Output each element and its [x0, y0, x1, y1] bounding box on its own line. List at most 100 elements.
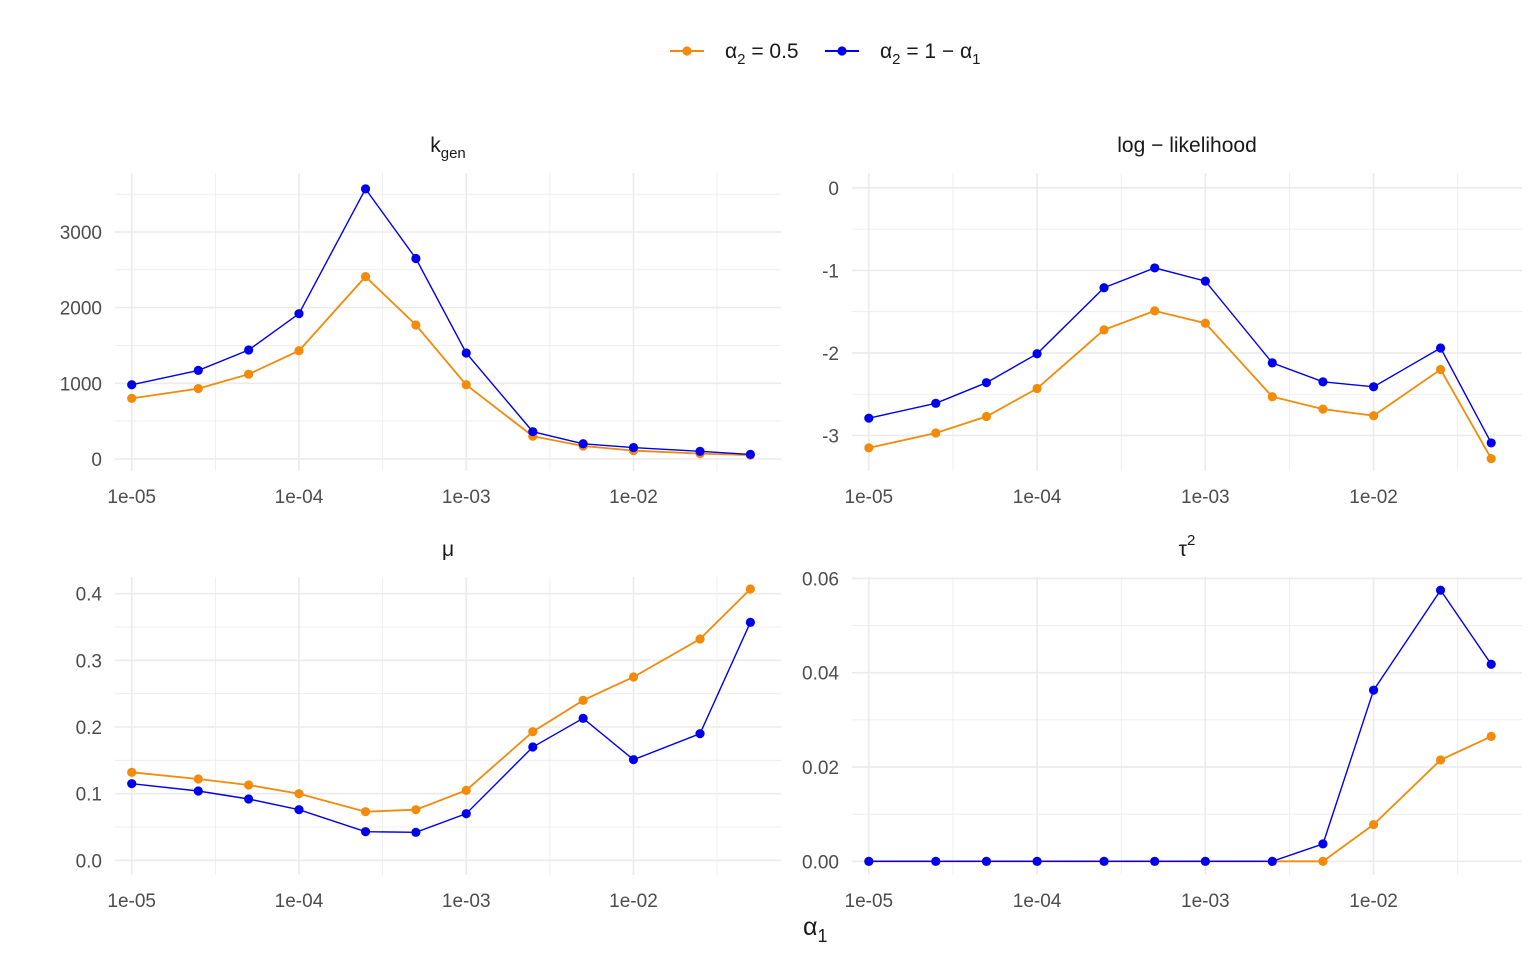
- data-point: [127, 779, 137, 789]
- data-point: [981, 378, 992, 388]
- series-line: [131, 588, 752, 813]
- data-point: [1318, 856, 1328, 866]
- data-point: [1318, 377, 1328, 387]
- data-point: [695, 634, 705, 644]
- data-point: [1486, 454, 1496, 464]
- data-point: [1435, 364, 1446, 375]
- data-point: [127, 767, 137, 777]
- data-point: [981, 856, 992, 866]
- series-line: [868, 735, 1492, 863]
- x-tick-label: 1e-05: [845, 487, 894, 508]
- panel-title: μ: [442, 538, 454, 561]
- data-point: [294, 789, 304, 799]
- series-line: [131, 187, 751, 456]
- y-tick-label: 1000: [60, 374, 102, 395]
- grid: [852, 577, 1522, 875]
- series-blue: [127, 184, 755, 459]
- legend: α2 = 0.5 α2 = 1 − α1: [670, 40, 981, 68]
- data-point: [411, 805, 421, 815]
- data-point: [1150, 306, 1160, 316]
- data-point: [1150, 263, 1160, 273]
- data-point: [1032, 383, 1042, 394]
- x-axis-label: α1: [803, 913, 827, 946]
- data-point: [528, 727, 538, 737]
- panel-2: 1e-05 1e-04 1e-03 1e-02 -3 -2 -1 0 log − likelih…: [822, 134, 1522, 508]
- y-tick-label: 0.06: [802, 569, 839, 590]
- data-point: [1099, 283, 1109, 293]
- panel-3: 1e-05 1e-04 1e-03 1e-02 0.0 0.1 0.2 0.3 0.4 μ: [76, 538, 781, 912]
- data-point: [294, 805, 304, 815]
- x-tick-label: 1e-02: [1349, 891, 1398, 912]
- panel-1: 1e-05 1e-04 1e-03 1e-02 0 1000 2000 3000 kgen: [60, 134, 781, 508]
- data-point: [1486, 731, 1496, 741]
- grid: [115, 577, 781, 875]
- data-point: [1369, 411, 1379, 421]
- data-point: [1435, 755, 1446, 765]
- y-tick-label: 0.2: [76, 718, 102, 739]
- data-point: [244, 345, 254, 355]
- series-line: [868, 267, 1492, 444]
- panel-4: 1e-05 1e-04 1e-03 1e-02 0.00 0.02 0.04 0.06 τ2: [802, 532, 1522, 912]
- series-line: [131, 275, 751, 456]
- data-point: [1267, 358, 1277, 368]
- x-tick-label: 1e-05: [845, 891, 894, 912]
- x-tick-label: 1e-05: [107, 487, 156, 508]
- legend-key-point: [837, 46, 847, 56]
- data-point: [244, 369, 254, 379]
- data-point: [1486, 659, 1496, 669]
- data-point: [411, 827, 421, 837]
- data-point: [695, 446, 705, 456]
- data-point: [411, 253, 421, 264]
- data-point: [127, 393, 137, 403]
- data-point: [461, 348, 471, 358]
- y-tick-label: 0: [828, 179, 839, 200]
- series-blue: [127, 617, 755, 837]
- x-tick-label: 1e-03: [1181, 891, 1230, 912]
- y-tick-label: 0: [91, 450, 102, 471]
- data-point: [528, 427, 538, 437]
- data-point: [695, 729, 705, 739]
- series-orange: [127, 584, 755, 817]
- data-point: [193, 383, 203, 394]
- data-point: [244, 780, 254, 790]
- x-tick-label: 1e-04: [1013, 487, 1062, 508]
- data-point: [461, 380, 471, 390]
- data-point: [294, 346, 304, 356]
- data-point: [1318, 404, 1328, 414]
- y-tick-label: 0.0: [76, 851, 102, 872]
- x-tick-label: 1e-03: [1181, 487, 1230, 508]
- data-point: [1318, 839, 1328, 849]
- panels: 1e-05 1e-04 1e-03 1e-020100020003000kgen1e-…: [60, 134, 1522, 912]
- data-point: [981, 411, 992, 422]
- x-tick-label: 1e-04: [275, 487, 324, 508]
- data-point: [1032, 856, 1042, 866]
- legend-item-orange: α2 = 0.5: [670, 40, 799, 68]
- x-tick-label: 1e-03: [442, 891, 491, 912]
- data-point: [193, 774, 203, 784]
- data-point: [628, 755, 639, 765]
- data-point: [1200, 856, 1210, 866]
- data-point: [360, 272, 371, 282]
- data-point: [193, 786, 203, 796]
- series-orange: [864, 306, 1496, 464]
- data-point: [1435, 585, 1446, 595]
- data-point: [578, 439, 588, 449]
- data-point: [360, 807, 371, 817]
- data-point: [1486, 438, 1496, 448]
- x-tick-label: 1e-02: [1349, 487, 1398, 508]
- data-point: [360, 827, 371, 837]
- data-point: [931, 428, 941, 438]
- data-point: [193, 365, 203, 376]
- data-point: [745, 617, 755, 627]
- y-tick-label: 0.04: [802, 664, 839, 685]
- data-point: [1150, 856, 1160, 866]
- grid: [852, 173, 1522, 471]
- y-tick-label: -2: [822, 344, 839, 365]
- data-point: [411, 320, 421, 330]
- series-orange: [864, 731, 1496, 866]
- y-tick-label: 2000: [60, 299, 102, 320]
- x-tick-label: 1e-03: [442, 487, 491, 508]
- x-tick-label: 1e-04: [275, 891, 324, 912]
- x-tick-label: 1e-02: [609, 891, 658, 912]
